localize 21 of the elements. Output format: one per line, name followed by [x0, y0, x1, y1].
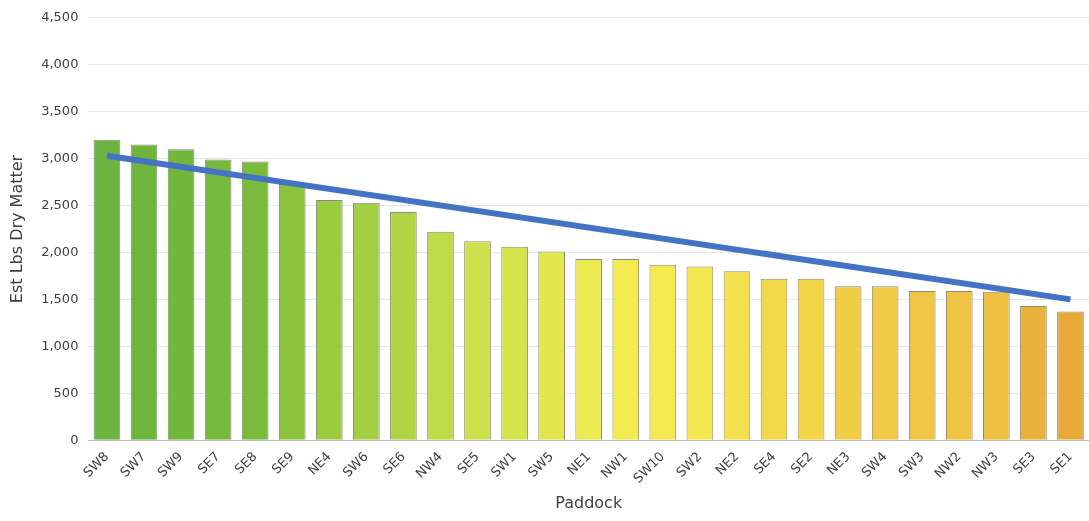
y-tick-label: 3,500	[41, 103, 79, 119]
x-tick-label: SE6	[379, 448, 408, 477]
y-tick-label: 4,000	[41, 56, 79, 72]
y-tick-label: 4,500	[41, 9, 79, 25]
x-axis-title: Paddock	[555, 492, 623, 512]
x-tick-label: NE1	[564, 448, 594, 478]
x-tick-label: SE9	[268, 448, 297, 477]
y-tick-label: 2,000	[41, 243, 79, 259]
y-tick-label: 0	[70, 431, 79, 447]
y-tick-label: 1,000	[41, 337, 79, 353]
x-tick-label: SE8	[231, 448, 260, 477]
y-tick-label: 500	[53, 384, 79, 400]
y-tick-label: 3,000	[41, 149, 79, 165]
y-axis-title: Est Lbs Dry Matter	[6, 154, 26, 304]
y-tick-label: 1,500	[41, 290, 79, 306]
x-tick-label: SE5	[453, 448, 483, 477]
x-tick-label: SE1	[1046, 448, 1075, 477]
x-tick-label: SE3	[1009, 448, 1038, 477]
y-tick-label: 2,500	[41, 196, 79, 212]
x-tick-label: SE2	[787, 448, 816, 477]
x-tick-label: SE4	[750, 448, 779, 477]
